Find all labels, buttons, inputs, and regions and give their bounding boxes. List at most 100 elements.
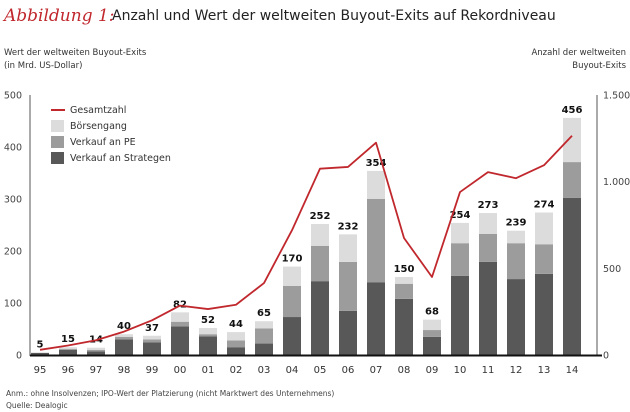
bar-segment-verkauf-an-pe [395, 283, 413, 299]
total-label: 5 [37, 339, 44, 350]
bar-segment-b-rsengang [451, 222, 469, 244]
chart-title: Anzahl und Wert der weltweiten Buyout-Ex… [112, 8, 556, 24]
bar-segment-verkauf-an-strategen [395, 298, 413, 355]
title-prefix: Abbildung 1: [2, 6, 115, 26]
bar-segment-verkauf-an-strategen [423, 336, 441, 355]
bar-segment-b-rsengang [339, 234, 357, 262]
x-tick-label: 05 [314, 365, 327, 376]
bar-segment-b-rsengang [87, 347, 105, 350]
x-tick-label: 03 [258, 365, 271, 376]
left-tick-label: 400 [4, 143, 22, 154]
x-tick-label: 95 [34, 365, 47, 376]
bar-segment-b-rsengang [283, 266, 301, 286]
left-tick-label: 200 [4, 247, 22, 258]
bar-segment-verkauf-an-pe [199, 334, 217, 337]
x-tick-label: 98 [118, 365, 131, 376]
bar-segment-b-rsengang [59, 347, 77, 349]
bar-segment-verkauf-an-pe [367, 199, 385, 283]
x-tick-label: 13 [538, 365, 551, 376]
x-tick-label: 07 [370, 365, 383, 376]
total-label: 274 [534, 200, 555, 211]
total-label: 65 [257, 308, 271, 319]
bar-segment-verkauf-an-pe [479, 233, 497, 262]
bar-segment-b-rsengang [423, 319, 441, 331]
x-tick-label: 97 [90, 365, 103, 376]
right-tick-label: 1.500 [603, 91, 630, 102]
total-label: 15 [61, 334, 75, 345]
left-axis-ticks: 0 100 200 300 400 500 [4, 91, 22, 362]
total-label: 170 [282, 254, 303, 265]
source-note: Quelle: Dealogic [6, 401, 68, 410]
bar-segment-verkauf-an-pe [535, 244, 553, 274]
right-axis-ticks: 0 500 1.000 1.500 [603, 91, 630, 362]
left-axis-title-line2: (in Mrd. US-Dollar) [4, 61, 82, 71]
bar-segment-b-rsengang [255, 321, 273, 329]
bar-segment-verkauf-an-strategen [339, 310, 357, 355]
bar-segment-verkauf-an-pe [59, 348, 77, 350]
legend-label-pe: Verkauf an PE [70, 137, 136, 148]
left-tick-label: 500 [4, 91, 22, 102]
gesamtzahl-line-layer [39, 135, 573, 351]
bar-segment-verkauf-an-strategen [115, 339, 133, 355]
x-tick-label: 04 [286, 365, 299, 376]
bar-segment-verkauf-an-strategen [31, 352, 49, 355]
bar-segment-b-rsengang [507, 230, 525, 244]
bar-segment-b-rsengang [199, 327, 217, 335]
total-label: 37 [145, 323, 159, 334]
total-label: 44 [229, 319, 243, 330]
bar-segment-verkauf-an-pe [115, 336, 133, 340]
bar-segment-verkauf-an-strategen [87, 351, 105, 355]
bar-segment-verkauf-an-strategen [199, 336, 217, 355]
bar-segment-b-rsengang [171, 312, 189, 322]
bar-segment-verkauf-an-strategen [507, 279, 525, 355]
bars [31, 117, 581, 355]
bar-segment-b-rsengang [31, 352, 49, 353]
x-tick-label: 06 [342, 365, 355, 376]
x-axis-ticks: 95 96 97 98 99 00 01 02 03 04 05 06 07 08 09 10 11 12 13 14 [34, 365, 579, 376]
bar-segment-verkauf-an-pe [255, 328, 273, 344]
legend-swatch-strategen [51, 152, 64, 164]
bar-segment-verkauf-an-strategen [479, 261, 497, 355]
x-tick-label: 10 [454, 365, 467, 376]
bar-segment-verkauf-an-strategen [311, 281, 329, 355]
total-label: 456 [562, 105, 583, 116]
bar-segment-verkauf-an-strategen [227, 347, 245, 355]
total-label: 68 [425, 307, 439, 318]
left-tick-label: 0 [16, 351, 22, 362]
bar-segment-b-rsengang [367, 170, 385, 199]
bar-segment-verkauf-an-strategen [451, 275, 469, 355]
x-tick-label: 08 [398, 365, 411, 376]
bar-segment-verkauf-an-strategen [535, 273, 553, 355]
right-axis-title-line1: Anzahl der weltweiten [531, 48, 626, 58]
right-axis-title-line2: Buyout-Exits [572, 61, 626, 71]
total-label: 40 [117, 321, 131, 332]
bar-segment-verkauf-an-pe [563, 162, 581, 198]
bar-segment-b-rsengang [479, 213, 497, 234]
x-tick-label: 99 [146, 365, 159, 376]
total-label: 254 [450, 210, 471, 221]
bar-segment-b-rsengang [227, 332, 245, 341]
gesamtzahl-line [39, 135, 573, 351]
bar-segment-verkauf-an-strategen [143, 342, 161, 355]
bar-segment-verkauf-an-pe [143, 339, 161, 343]
footnote: Anm.: ohne Insolvenzen; IPO-Wert der Pla… [6, 389, 334, 398]
right-tick-label: 1.000 [603, 177, 630, 188]
bar-segment-verkauf-an-strategen [283, 317, 301, 355]
bar-segment-verkauf-an-pe [227, 340, 245, 348]
x-tick-label: 01 [202, 365, 215, 376]
x-tick-label: 96 [62, 365, 75, 376]
bar-segment-b-rsengang [395, 277, 413, 284]
x-tick-label: 09 [426, 365, 439, 376]
legend: Gesamtzahl Börsengang Verkauf an PE Verk… [51, 105, 171, 164]
x-tick-label: 00 [174, 365, 187, 376]
right-tick-label: 0 [603, 351, 609, 362]
total-label: 232 [338, 221, 359, 232]
bar-segment-verkauf-an-pe [451, 243, 469, 276]
total-label: 273 [478, 200, 499, 211]
bar-segment-verkauf-an-strategen [255, 343, 273, 355]
total-label: 150 [394, 264, 415, 275]
total-label: 239 [506, 218, 527, 229]
x-tick-label: 14 [566, 365, 579, 376]
bar-segment-verkauf-an-pe [171, 321, 189, 327]
